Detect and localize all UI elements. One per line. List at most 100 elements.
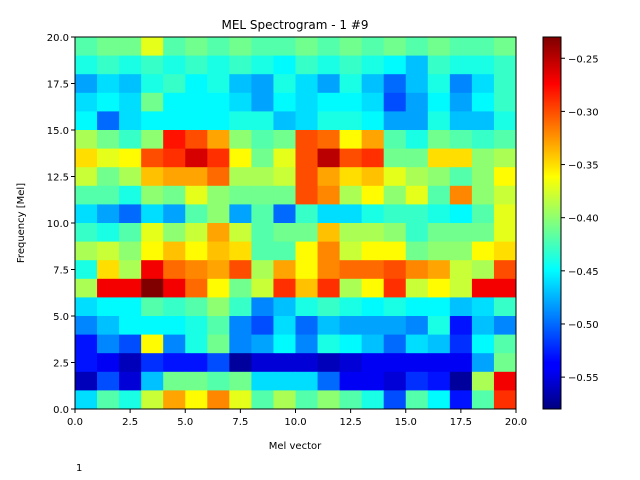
heatmap-cell	[471, 297, 495, 317]
heatmap-cell	[75, 92, 98, 112]
heatmap-cell	[185, 353, 208, 373]
heatmap-cell	[383, 371, 407, 391]
x-tick-label: 20.0	[505, 417, 527, 428]
heatmap-cell	[493, 371, 517, 391]
heatmap-cell	[185, 316, 208, 335]
heatmap-cell	[361, 278, 385, 298]
heatmap-cell	[185, 37, 208, 56]
heatmap-cell	[493, 241, 517, 261]
heatmap-cell	[75, 167, 98, 187]
heatmap-cell	[251, 390, 274, 410]
colorbar-tick-label: −0.25	[568, 54, 599, 65]
heatmap-cell	[185, 278, 208, 298]
heatmap-cell	[185, 241, 208, 261]
heatmap-cell	[97, 334, 120, 354]
heatmap-cell	[405, 55, 429, 75]
heatmap-cell	[75, 297, 98, 317]
heatmap-cell	[295, 241, 318, 261]
heatmap-cell	[163, 37, 186, 56]
heatmap-cell	[427, 74, 451, 94]
heatmap-cell	[273, 167, 296, 187]
heatmap-cell	[361, 390, 385, 410]
heatmap-cell	[317, 334, 340, 354]
heatmap-cell	[251, 185, 274, 205]
heatmap-cell	[405, 316, 429, 335]
heatmap-cell	[405, 241, 429, 261]
heatmap-cell	[493, 37, 517, 56]
heatmap-cell	[207, 130, 230, 149]
heatmap-cell	[405, 297, 429, 317]
heatmap-cell	[317, 204, 340, 224]
heatmap-cell	[185, 334, 208, 354]
heatmap-cell	[163, 334, 186, 354]
heatmap-cell	[119, 390, 142, 410]
heatmap-cell	[163, 297, 186, 317]
heatmap-cell	[119, 371, 142, 391]
heatmap-cell	[383, 130, 407, 149]
x-tick-label: 5.0	[177, 417, 193, 428]
heatmap-cell	[471, 390, 495, 410]
heatmap-cell	[471, 111, 495, 131]
heatmap-cell	[119, 55, 142, 75]
heatmap-cell	[141, 223, 164, 242]
heatmap-cell	[273, 353, 296, 373]
y-tick-label: 2.5	[53, 359, 69, 370]
heatmap-cell	[185, 92, 208, 112]
heatmap-cell	[97, 37, 120, 56]
heatmap-cell	[493, 278, 517, 298]
y-tick-label: 5.0	[53, 312, 69, 323]
heatmap-cell	[449, 37, 473, 56]
heatmap-cell	[273, 111, 296, 131]
heatmap-cell	[339, 223, 363, 242]
heatmap-cell	[97, 204, 120, 224]
heatmap-cell	[97, 278, 120, 298]
heatmap-cell	[361, 185, 385, 205]
heatmap-cell	[75, 37, 98, 56]
heatmap-cell	[97, 316, 120, 335]
heatmap-cell	[317, 390, 340, 410]
heatmap-cell	[361, 130, 385, 149]
heatmap-cell	[449, 130, 473, 149]
heatmap-cell	[295, 167, 318, 187]
heatmap-cell	[471, 316, 495, 335]
y-tick-label: 17.5	[47, 80, 69, 91]
heatmap-cell	[383, 353, 407, 373]
heatmap-cell	[163, 148, 186, 168]
heatmap-cell	[383, 92, 407, 112]
heatmap-cell	[427, 185, 451, 205]
heatmap-cell	[449, 111, 473, 131]
heatmap-cell	[317, 278, 340, 298]
heatmap-cell	[75, 111, 98, 131]
heatmap-cell	[383, 223, 407, 242]
heatmap-cell	[141, 334, 164, 354]
heatmap-cell	[141, 55, 164, 75]
heatmap-cell	[339, 74, 363, 94]
y-tick-label: 7.5	[53, 266, 69, 277]
heatmap-cell	[427, 55, 451, 75]
heatmap-cell	[119, 353, 142, 373]
heatmap-cell	[361, 55, 385, 75]
heatmap-cell	[493, 334, 517, 354]
x-tick-label: 7.5	[232, 417, 248, 428]
heatmap-cell	[141, 130, 164, 149]
heatmap-cell	[97, 185, 120, 205]
heatmap-cell	[119, 334, 142, 354]
heatmap-cell	[449, 241, 473, 261]
heatmap-cell	[207, 241, 230, 261]
heatmap-cell	[75, 260, 98, 280]
chart-title: MEL Spectrogram - 1 #9	[221, 18, 368, 32]
heatmap-cell	[185, 55, 208, 75]
heatmap-cell	[427, 334, 451, 354]
heatmap-cell	[141, 92, 164, 112]
heatmap-cell	[163, 353, 186, 373]
heatmap-cell	[97, 167, 120, 187]
heatmap-cell	[493, 111, 517, 131]
heatmap-cell	[493, 92, 517, 112]
heatmap-cell	[339, 334, 363, 354]
heatmap-cell	[427, 241, 451, 261]
heatmap-cell	[75, 371, 98, 391]
heatmap-cell	[493, 223, 517, 242]
heatmap-cell	[75, 223, 98, 242]
heatmap-cell	[317, 353, 340, 373]
heatmap-cell	[229, 353, 252, 373]
